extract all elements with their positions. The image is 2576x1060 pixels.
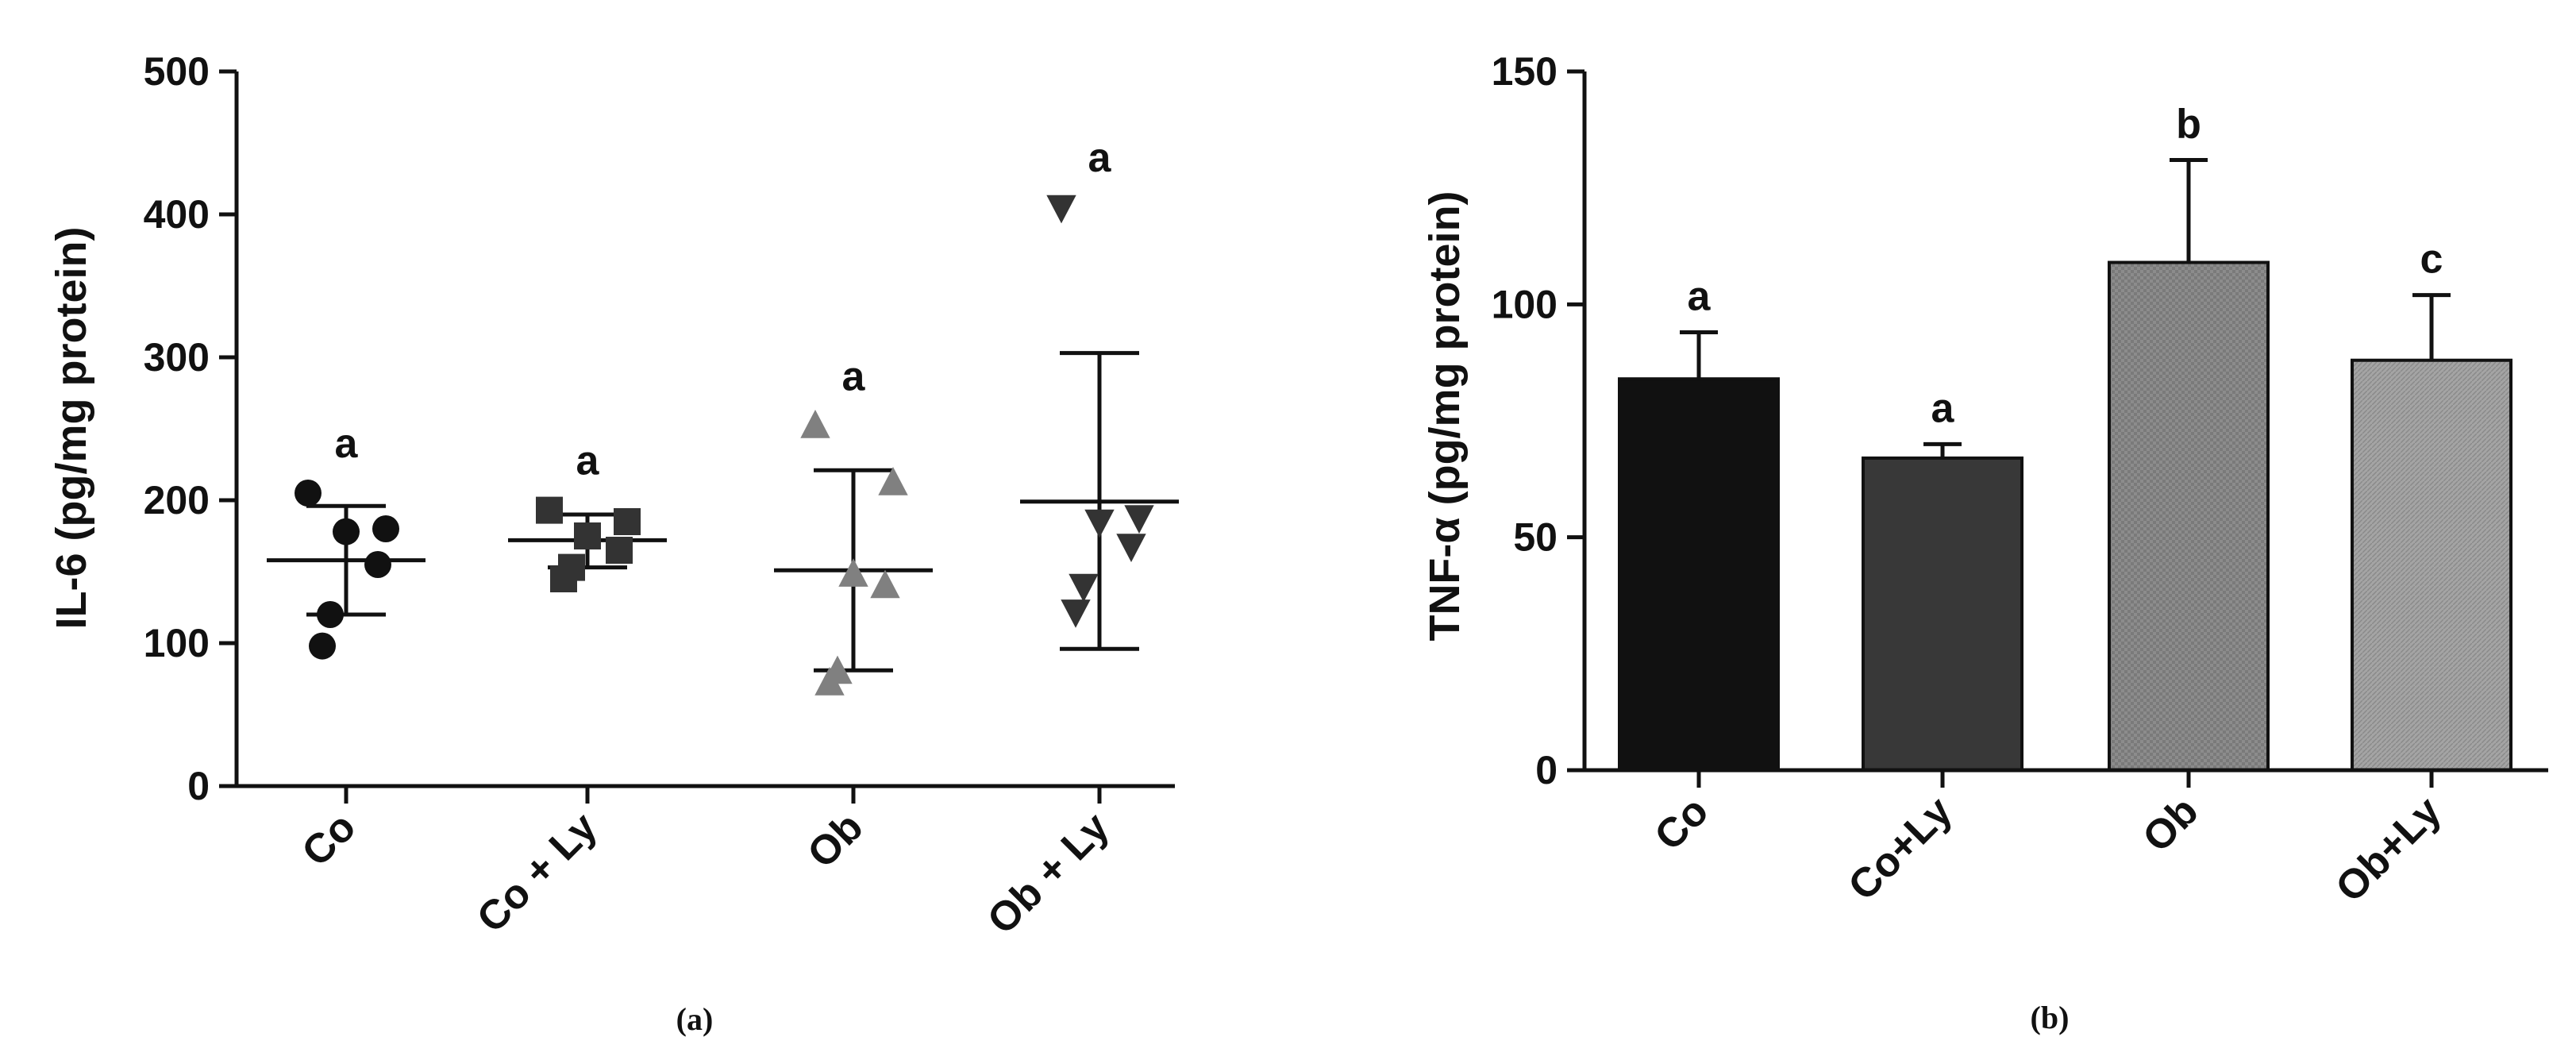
- panel-a-data-point: [800, 410, 830, 438]
- panel-a-data-point: [550, 565, 577, 592]
- panel-a-y-tick-label: 400: [144, 192, 210, 237]
- panel-a-data-point: [333, 518, 360, 545]
- panel-b-category-label: Co: [1646, 788, 1717, 859]
- panel-a-category-label: Co + Ly: [468, 804, 606, 942]
- panel-a-data-point: [364, 551, 391, 578]
- panel-a-y-tick-label: 100: [144, 621, 210, 665]
- panel-b-category-label: Ob+Ly: [2327, 788, 2450, 911]
- panel-a-data-point: [1116, 534, 1146, 562]
- panel-b-label: (b): [2031, 1000, 2070, 1035]
- panel-a-data-point: [372, 515, 399, 542]
- panel-b-category-label: Ob: [2134, 788, 2207, 861]
- panel-b-significance-label: a: [1688, 274, 1712, 320]
- panel-a-plot-area: 0 100 200 300 400 500 Co Co + Ly Ob Ob + Ly a a a a: [144, 49, 1179, 943]
- panel-b-y-tick-label: 0: [1535, 748, 1558, 792]
- panel-a-data-point: [878, 467, 908, 495]
- panel-a-data-point: [295, 480, 322, 507]
- panel-a-data-point: [1046, 195, 1076, 224]
- panel-a-data-point: [309, 632, 336, 660]
- panel-a-label: (a): [676, 1001, 714, 1037]
- panel-b-significance-label: b: [2176, 101, 2201, 147]
- panel-a-data-point: [838, 558, 868, 587]
- panel-a-y-tick-label: 300: [144, 335, 210, 380]
- panel-a-category-label: Co: [293, 804, 364, 875]
- panel-a-data-point: [870, 569, 900, 599]
- panel-b-ylabel: TNF-α (pg/mg protein): [1421, 191, 1469, 641]
- panel-a-significance-label: a: [842, 353, 866, 399]
- panel-a: IL-6 (pg/mg protein) 0 100 200 300 400 500 Co C…: [48, 49, 1179, 1037]
- panel-a-ylabel: IL-6 (pg/mg protein): [48, 227, 95, 630]
- panel-b-bar: [2351, 358, 2512, 772]
- panel-b-plot-area: 0 50 100 150 a a b c Co Co+Ly Ob Ob+Ly: [1492, 49, 2548, 912]
- panel-a-category-label: Ob: [799, 804, 872, 877]
- panel-a-significance-label: a: [335, 421, 359, 467]
- panel-a-data-point: [536, 496, 563, 524]
- panel-a-significance-label: a: [1088, 135, 1112, 181]
- panel-a-y-tick-label: 0: [187, 764, 210, 808]
- panel-b-y-tick-label: 150: [1492, 49, 1558, 94]
- panel-a-y-tick-label: 500: [144, 49, 210, 94]
- panel-a-data-point: [574, 522, 601, 549]
- panel-b-y-tick-label: 50: [1513, 515, 1558, 560]
- panel-b-y-tick-label: 100: [1492, 282, 1558, 326]
- panel-a-y-tick-label: 200: [144, 478, 210, 522]
- panel-a-data-point: [1124, 505, 1154, 534]
- panel-a-data-point: [317, 601, 344, 628]
- panel-a-data-point: [1084, 509, 1115, 538]
- panel-a-data-point: [1061, 599, 1091, 628]
- panel-b-significance-label: c: [2420, 237, 2443, 283]
- panel-b-bar: [1618, 377, 1780, 772]
- panel-a-data-point: [814, 667, 845, 696]
- panel-b-bar: [2108, 260, 2270, 772]
- panel-a-data-point: [1069, 573, 1099, 603]
- panel-b-significance-label: a: [1931, 385, 1955, 431]
- panel-b-category-label: Co+Ly: [1839, 788, 1961, 909]
- panel-a-data-point: [606, 537, 633, 564]
- panel-a-category-label: Ob + Ly: [979, 804, 1119, 943]
- panel-b-bar: [1862, 456, 2023, 773]
- panel-a-data-point: [614, 508, 641, 535]
- panel-b: TNF-α (pg/mg protein) 0 50 100 150 a a b c Co Co+…: [1421, 49, 2548, 1035]
- panel-a-significance-label: a: [576, 438, 600, 484]
